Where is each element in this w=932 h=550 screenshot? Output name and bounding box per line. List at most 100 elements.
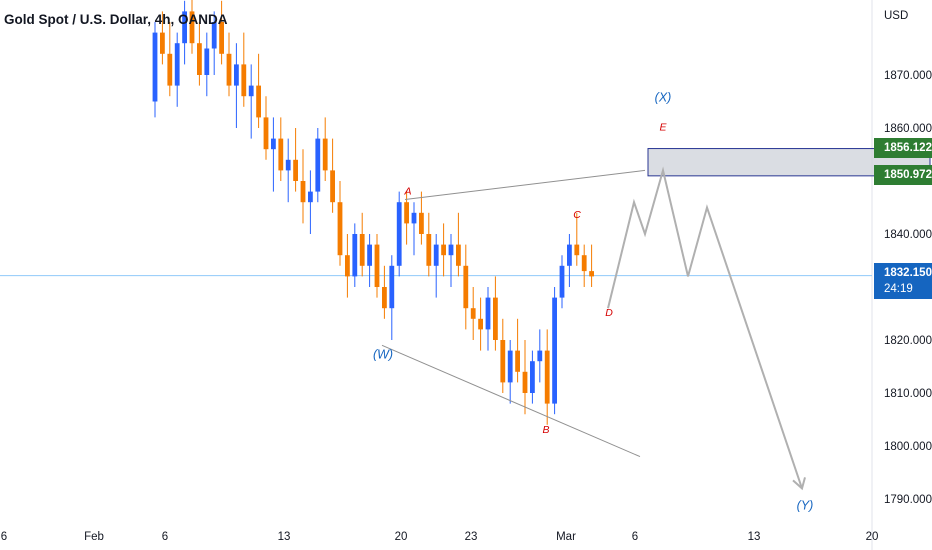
candle-body: [433, 244, 439, 266]
wave-label: (W): [373, 348, 393, 362]
candle-body: [404, 202, 409, 224]
candle-body: [485, 297, 491, 330]
candle-body: [448, 244, 454, 256]
wave-labels: (X) E A C D (W) B (Y): [373, 91, 813, 513]
candle-body: [160, 32, 165, 54]
candle-body: [345, 255, 350, 277]
candle-body: [419, 212, 424, 234]
candle-body: [197, 43, 202, 75]
candle-body: [285, 159, 291, 171]
price-tick-label: 1790.000: [884, 494, 932, 506]
candle-body: [456, 244, 461, 266]
price-axis: 1790.000 1800.000 1810.000 1820.000 1840.000…: [884, 70, 932, 506]
candle-body: [315, 138, 321, 192]
candle-body: [515, 350, 520, 372]
time-tick-label: 6: [632, 531, 638, 543]
candle-body: [308, 191, 313, 203]
time-tick-label: 6: [162, 531, 168, 543]
candle-body: [507, 350, 513, 383]
candle-body: [589, 271, 594, 277]
projection-arrowhead: [792, 477, 806, 491]
candle-body: [182, 11, 187, 44]
price-tick-label: 1860.000: [884, 123, 932, 135]
drawing-layer: [381, 148, 931, 491]
candle-body: [382, 287, 387, 309]
candle-body: [411, 212, 417, 224]
candle-body: [241, 64, 247, 97]
time-tick-label: 20: [866, 531, 879, 543]
time-tick-label: Mar: [556, 531, 576, 543]
candle-body: [174, 43, 180, 86]
candle-body: [574, 244, 580, 256]
candle-body: [522, 371, 528, 393]
time-axis: 6 Feb 6 13 20 23 Mar 6 13 20: [1, 531, 879, 543]
candle-body: [226, 53, 232, 86]
candle-body: [396, 202, 402, 266]
candle-body: [441, 244, 446, 256]
wave-label: E: [659, 122, 667, 134]
price-tick-label: 1800.000: [884, 441, 932, 453]
candle-body: [500, 340, 506, 383]
candle-body: [352, 234, 358, 277]
candle-body: [211, 22, 217, 49]
candlestick-series: [152, 0, 594, 425]
wave-label: D: [605, 307, 613, 319]
candle-body: [552, 297, 557, 404]
candle-body: [559, 265, 565, 298]
lower-trendline: [381, 344, 641, 458]
candle-body: [493, 297, 498, 340]
time-tick-label: 6: [1, 531, 7, 543]
time-tick-label: 23: [465, 531, 478, 543]
time-tick-label: 13: [278, 531, 291, 543]
wave-label: A: [403, 185, 411, 197]
time-tick-label: Feb: [84, 531, 104, 543]
candle-body: [470, 308, 476, 319]
candle-body: [271, 138, 276, 150]
wave-label: C: [573, 209, 581, 221]
time-tick-label: 13: [748, 531, 761, 543]
current-price-label: 1832.150 24:19: [874, 263, 932, 299]
candle-body: [337, 202, 343, 256]
candle-body: [219, 22, 224, 54]
candle-body: [367, 244, 372, 266]
candle-body: [463, 265, 469, 309]
candle-body: [567, 244, 572, 266]
candle-body: [263, 117, 269, 150]
chart-title: Gold Spot / U.S. Dollar, 4h, OANDA: [4, 12, 228, 27]
price-tick-label: 1840.000: [884, 229, 932, 241]
price-tick-label: 1810.000: [884, 388, 932, 400]
candle-body: [256, 85, 261, 118]
candle-body: [544, 350, 550, 404]
candle-body: [204, 48, 210, 75]
candle-body: [389, 265, 395, 309]
candle-body: [278, 138, 284, 171]
candle-body: [426, 234, 432, 266]
price-tick-label: 1820.000: [884, 335, 932, 347]
candle-body: [581, 255, 587, 272]
candle-body: [189, 11, 195, 44]
candle-body: [537, 350, 543, 362]
wave-label: (Y): [797, 499, 814, 513]
candle-body: [248, 85, 254, 97]
upper-trendline: [404, 169, 646, 201]
candle-body: [234, 64, 239, 86]
candle-body: [478, 318, 483, 330]
projected-wave-path: [607, 166, 803, 489]
candle-body: [293, 159, 298, 181]
zone-upper-price-label: 1856.122: [874, 138, 932, 158]
time-tick-label: 20: [395, 531, 408, 543]
candle-body: [300, 181, 306, 203]
candle-body: [167, 53, 173, 86]
wave-label: B: [542, 424, 549, 436]
bar-countdown: 24:19: [884, 283, 913, 295]
candle-body: [330, 170, 335, 203]
candle-body: [322, 138, 328, 171]
candle-body: [359, 234, 365, 266]
candle-body: [530, 361, 535, 393]
wave-label: (X): [655, 91, 672, 105]
current-price-value: 1832.150: [884, 267, 932, 279]
candle-body: [374, 244, 380, 287]
currency-label: USD: [884, 10, 908, 22]
zone-lower-price-label: 1850.972: [874, 165, 932, 185]
